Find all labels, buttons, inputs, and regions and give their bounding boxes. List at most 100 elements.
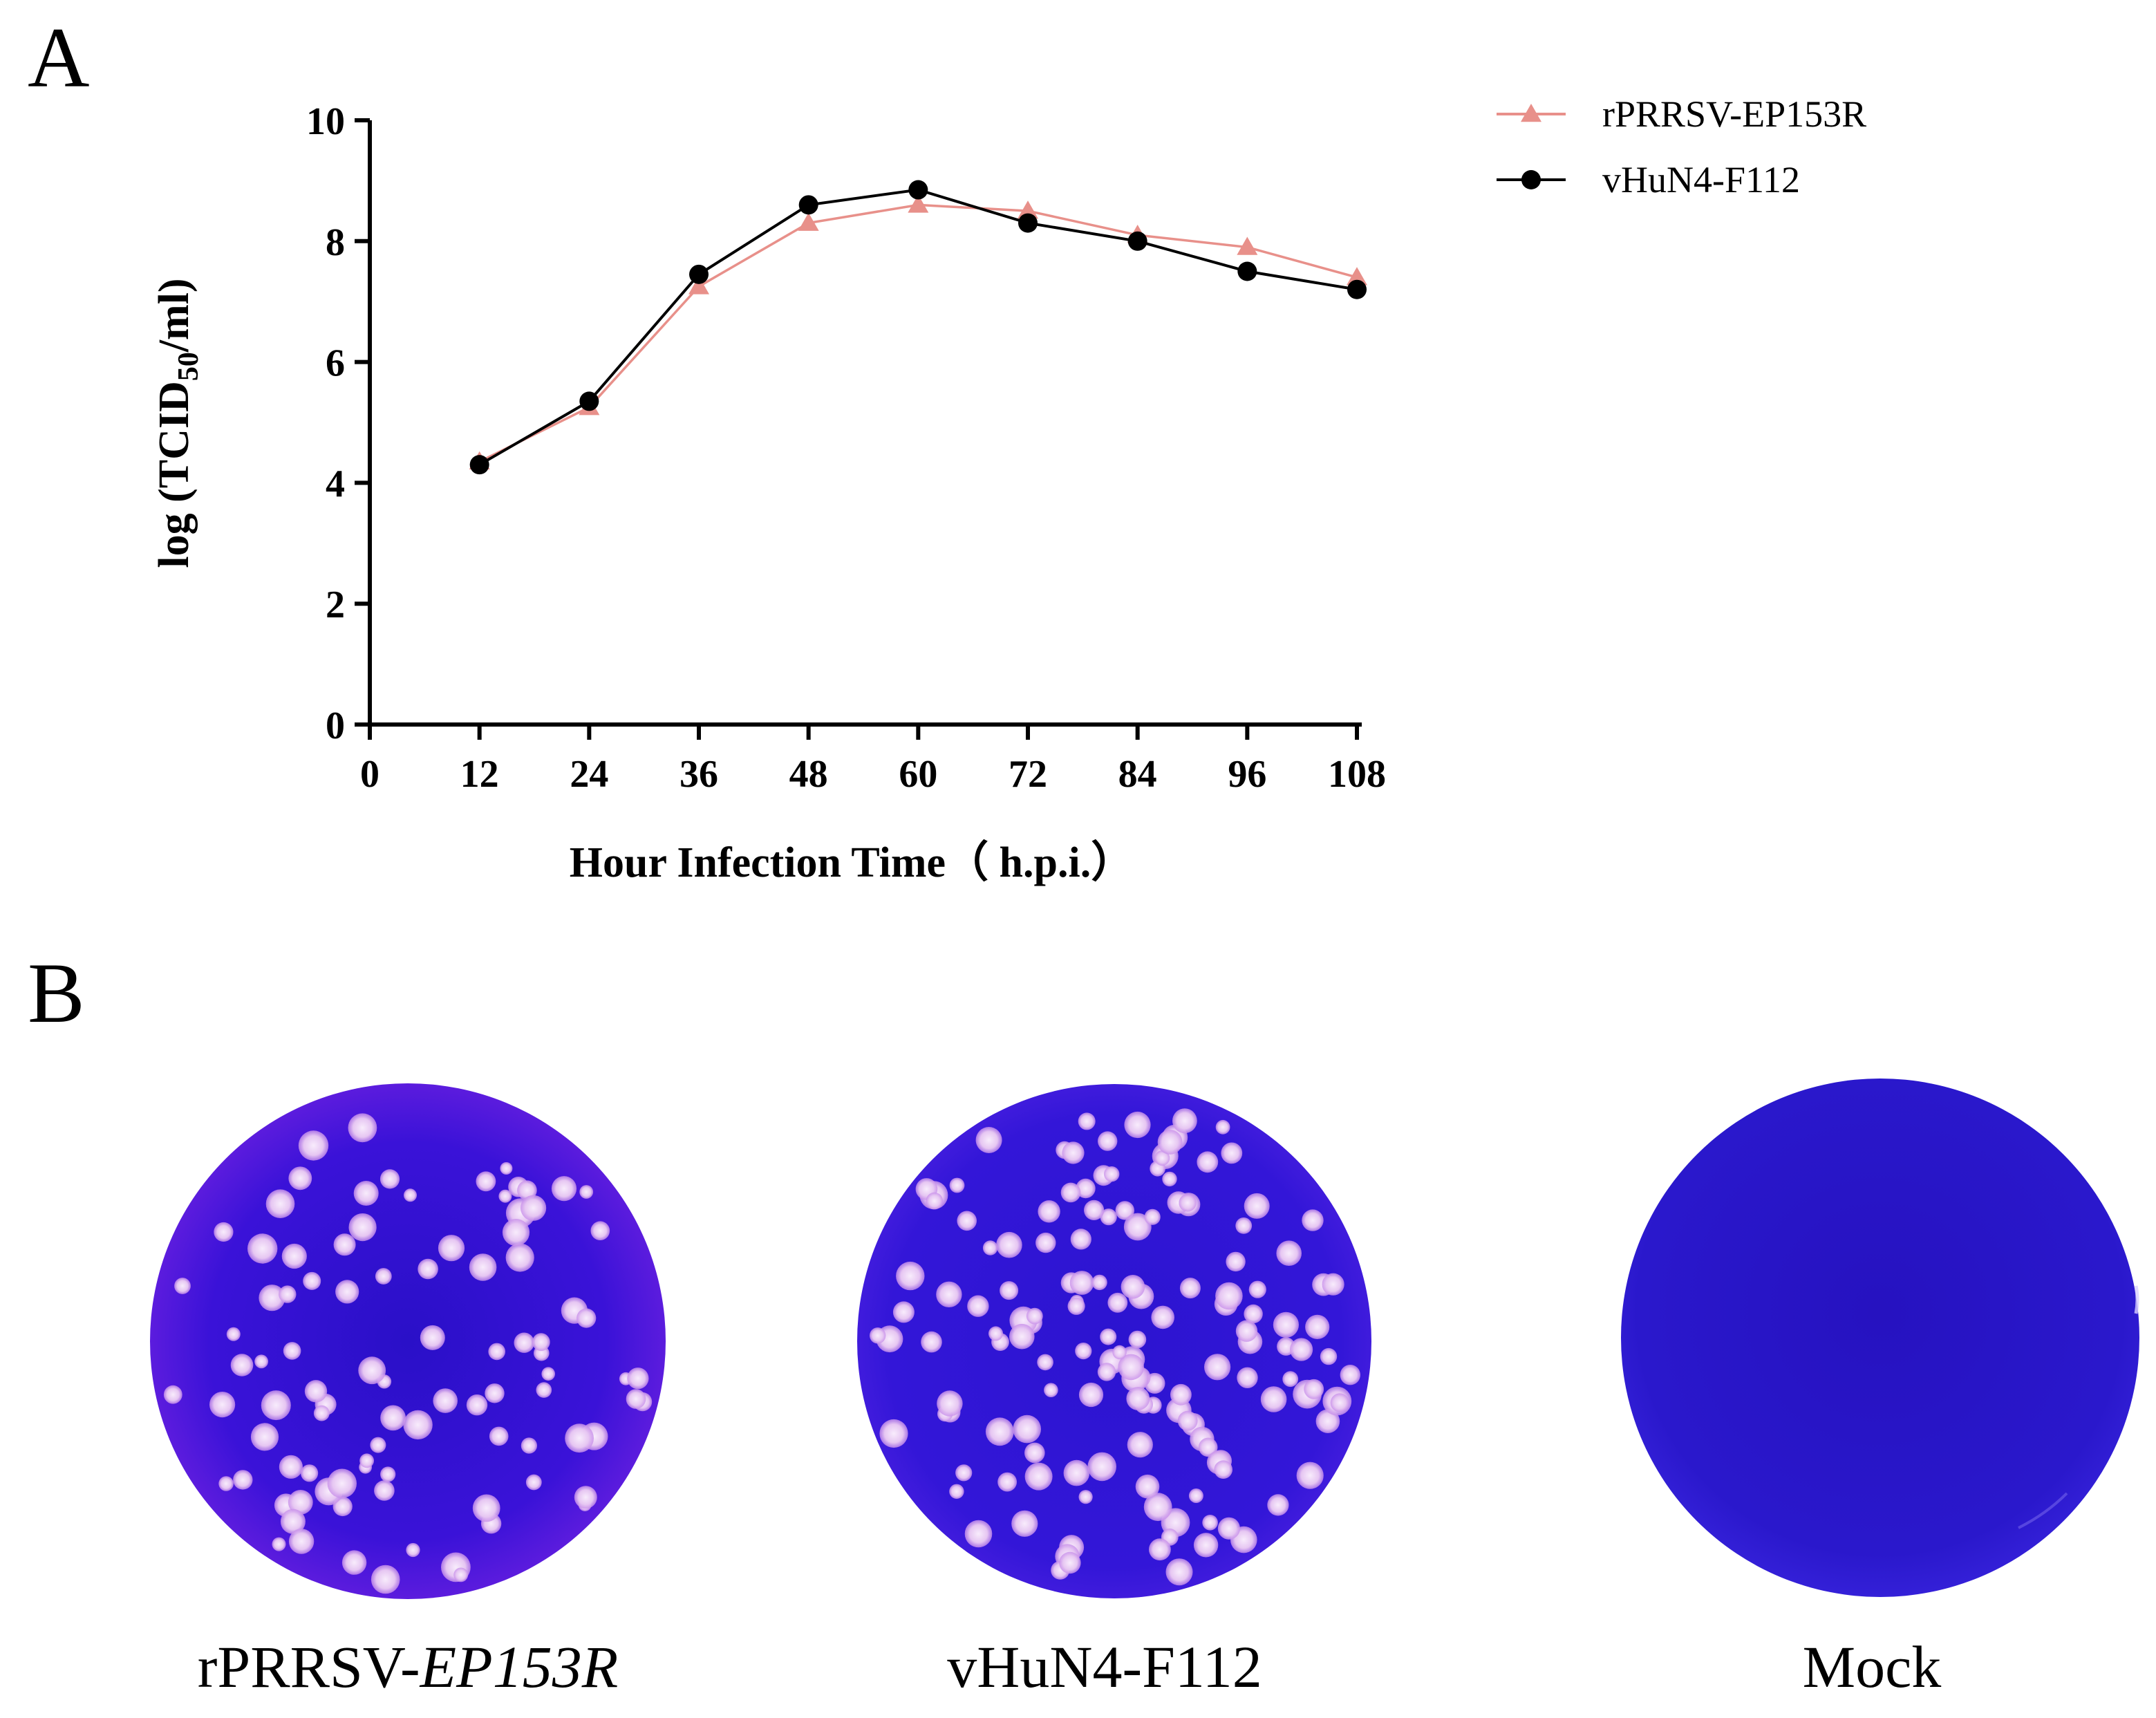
plaque <box>964 1520 993 1548</box>
plaque <box>283 1342 301 1360</box>
plaque <box>1151 1305 1174 1329</box>
plaque <box>279 1455 303 1479</box>
plate-reflection <box>2134 1285 2139 1314</box>
plaque <box>265 1189 295 1218</box>
plaque <box>418 1258 438 1280</box>
plaque <box>521 1437 538 1454</box>
plaque <box>1100 1208 1117 1226</box>
plaque <box>259 1285 285 1311</box>
plaque <box>374 1480 395 1501</box>
plaque <box>230 1354 254 1376</box>
plaque <box>590 1221 610 1240</box>
plaque <box>438 1235 465 1262</box>
data-point <box>579 391 599 411</box>
plaque <box>466 1394 488 1416</box>
plaque <box>937 1390 963 1417</box>
plaque <box>532 1333 550 1352</box>
plaque <box>1135 1474 1160 1499</box>
plaque <box>1267 1494 1289 1516</box>
x-axis-title: Hour Infection Time（ h.p.i.） <box>570 838 1134 886</box>
plaque <box>921 1331 942 1353</box>
plaque <box>1340 1365 1361 1385</box>
plaque <box>949 1177 965 1193</box>
plaque <box>279 1285 297 1303</box>
plaque <box>574 1486 597 1509</box>
plaque <box>469 1253 497 1281</box>
plaque <box>502 1219 530 1247</box>
plaque <box>233 1470 253 1490</box>
plaque <box>1059 1551 1081 1574</box>
data-point <box>688 276 709 295</box>
plaque <box>1235 1320 1258 1342</box>
y-tick-label: 6 <box>326 342 345 385</box>
plaque <box>949 1484 964 1499</box>
data-point <box>469 455 489 475</box>
plaque <box>485 1383 505 1403</box>
plaque <box>298 1130 329 1161</box>
plate-vhun4-f112 <box>857 1084 1371 1598</box>
plate-dish <box>1621 1079 2139 1597</box>
plate-label-rprrsv: rPRRSV-EP153R <box>198 1634 618 1700</box>
series-vhun4-f112 <box>469 180 1367 475</box>
plaque <box>975 1127 1002 1153</box>
plaque <box>472 1494 500 1522</box>
data-point <box>908 194 929 213</box>
plaque <box>1154 1150 1170 1166</box>
plaque <box>288 1529 315 1554</box>
plaque <box>1215 1119 1230 1135</box>
y-tick-label: 4 <box>326 463 345 505</box>
plaque <box>1024 1462 1053 1491</box>
plaque <box>1000 1281 1019 1300</box>
plaque <box>1124 1111 1151 1139</box>
plaque <box>214 1222 234 1242</box>
plaque <box>476 1171 496 1192</box>
data-point <box>798 195 818 215</box>
plaque <box>1078 1112 1096 1130</box>
data-point <box>798 212 819 231</box>
plaque <box>261 1390 291 1421</box>
plaque <box>525 1474 542 1491</box>
plaque <box>1177 1410 1198 1431</box>
x-tick-label: 36 <box>679 753 718 796</box>
plaque <box>1248 1280 1266 1298</box>
plaque <box>551 1176 577 1202</box>
plaque <box>254 1354 268 1369</box>
plaque <box>272 1537 286 1551</box>
plaque <box>358 1356 386 1385</box>
plaque <box>1078 1490 1093 1504</box>
plaque <box>1260 1386 1287 1412</box>
data-point <box>1018 213 1038 233</box>
plaque <box>406 1542 420 1558</box>
plaque <box>1128 1330 1147 1349</box>
plaque <box>1165 1558 1193 1586</box>
plaque <box>1296 1462 1324 1489</box>
plaque <box>1214 1460 1232 1479</box>
plaque-assay-panel: rPRRSV-EP153R vHuN4-F112 Mock <box>150 1079 2139 1700</box>
plaque <box>489 1426 509 1446</box>
y-tick-label: 0 <box>326 704 345 747</box>
plaque <box>1290 1338 1313 1361</box>
plaque <box>348 1113 377 1143</box>
plaque <box>879 1419 908 1448</box>
plaque <box>1087 1452 1116 1482</box>
plaque <box>1078 1382 1104 1408</box>
legend: rPRRSV-EP153R vHuN4-F112 <box>1497 93 1866 200</box>
plaque <box>348 1213 377 1242</box>
plaque <box>1098 1131 1118 1151</box>
legend-marker <box>1521 104 1541 122</box>
plaque <box>1188 1488 1203 1503</box>
plaque <box>327 1468 357 1498</box>
plaque <box>626 1389 646 1409</box>
plaque <box>1069 1271 1094 1295</box>
plaque <box>1226 1251 1246 1272</box>
y-tick-label: 2 <box>326 583 345 626</box>
plaque <box>1118 1354 1144 1381</box>
plaque <box>498 1189 512 1203</box>
plate-label-vhun4: vHuN4-F112 <box>947 1634 1262 1700</box>
plaque <box>333 1233 356 1256</box>
plaque <box>1179 1194 1197 1212</box>
plaque <box>1217 1517 1240 1540</box>
plaque <box>1091 1274 1107 1291</box>
x-tick-label: 48 <box>789 753 828 796</box>
plate-reflection <box>2018 1492 2068 1529</box>
